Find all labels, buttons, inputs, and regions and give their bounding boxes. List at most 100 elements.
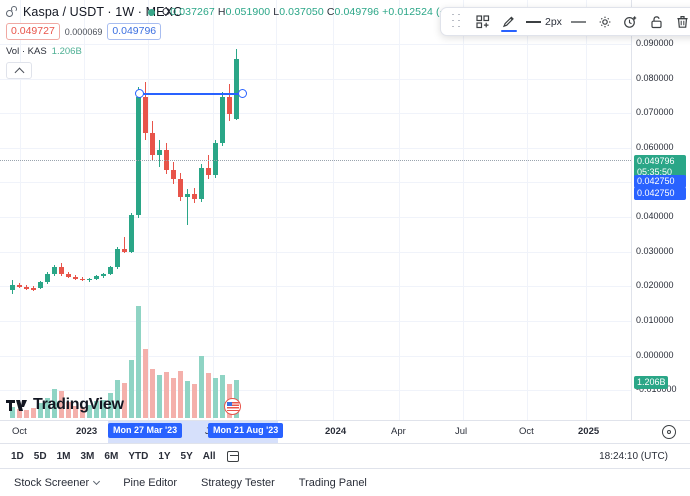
bottom-tab-trading-panel[interactable]: Trading Panel [299, 477, 367, 489]
time-axis-tick: 2025 [578, 426, 600, 437]
timeframe-button-5d[interactable]: 5D [33, 450, 47, 462]
volume-bar [73, 405, 78, 418]
candle-body [199, 168, 204, 200]
volume-bar [52, 388, 57, 418]
candle-body [157, 149, 162, 155]
price-pill-blue[interactable]: 0.049796 [107, 23, 162, 40]
trend-line-date-label-1: Mon 27 Mar '23 [108, 423, 183, 438]
volume-bar [178, 370, 183, 418]
tradingview-wordmark: TradingView [33, 396, 124, 413]
volume-bar [192, 384, 197, 418]
trendline-price-tag-2: 0.042750 [634, 187, 686, 200]
reset-chart-icon[interactable] [662, 425, 676, 439]
ohlc-h-value: 0.051900 [225, 6, 271, 18]
line-style-icon[interactable] [567, 10, 591, 33]
symbol-title[interactable]: Kaspa / USDT · 1W · MEXC [23, 5, 183, 19]
time-axis-tick: Apr [391, 426, 406, 437]
timeframe-button-5y[interactable]: 5Y [180, 450, 193, 462]
price-axis-tick: 0.080000 [636, 73, 674, 83]
volume-bar [129, 359, 134, 418]
add-template-icon[interactable] [471, 10, 495, 33]
trend-line-drawing[interactable] [140, 92, 242, 95]
candle-body [192, 194, 197, 200]
ohlc-h-key: H [217, 6, 226, 18]
timeframe-button-1y[interactable]: 1Y [158, 450, 171, 462]
volume-bar [150, 368, 155, 418]
candle-body [122, 249, 127, 252]
candle-wick [124, 237, 125, 254]
trend-line-date-label-2: Mon 21 Aug '23 [208, 423, 284, 438]
candle-body [206, 168, 211, 176]
volume-bar [136, 306, 141, 418]
line-width-button[interactable]: 2px [523, 10, 565, 33]
timeframe-button-1m[interactable]: 1M [56, 450, 71, 462]
bottom-tab-label: Trading Panel [298, 476, 367, 489]
chart-legend: Kaspa / USDT · 1W · MEXC 0.049727 0.0000… [6, 4, 182, 79]
volume-bar [164, 372, 169, 418]
trendline-price-tag-1: 0.042750 [634, 175, 686, 188]
volume-bar [157, 375, 162, 418]
volume-bar [143, 348, 148, 418]
candle-body [101, 273, 106, 276]
candle-body [227, 96, 232, 114]
series-status-dot [148, 8, 155, 16]
unlock-icon[interactable] [645, 10, 669, 33]
gridline-horizontal [0, 252, 631, 253]
timeframe-button-1d[interactable]: 1D [11, 450, 24, 462]
candle-body [94, 275, 99, 279]
volume-bar [213, 377, 218, 418]
time-axis-tick: Jul [455, 426, 468, 437]
collapse-legend-button[interactable] [6, 62, 32, 79]
tradingview-logo-icon [6, 399, 27, 411]
price-pill-red[interactable]: 0.049727 [6, 23, 60, 40]
candle-body [171, 170, 176, 179]
volume-bar [66, 402, 71, 418]
candle-body [108, 267, 113, 274]
price-axis[interactable]: 0.0900000.0800000.0700000.0600000.050000… [631, 0, 690, 420]
volume-bar [24, 410, 29, 418]
price-axis-tick: 0.060000 [636, 142, 674, 152]
gridline-horizontal [0, 217, 631, 218]
chevron-up-icon [14, 67, 24, 77]
ohlc-values: O0.037267 H0.051900 L0.037050 C0.049796 … [162, 6, 486, 18]
ohlc-o-value: 0.037267 [170, 6, 215, 18]
candle-body [185, 194, 190, 198]
drag-grip-icon[interactable] [445, 10, 469, 33]
chart-canvas[interactable]: TradingView [0, 0, 631, 420]
pencil-color-icon[interactable] [497, 10, 521, 33]
gear-icon[interactable] [593, 10, 617, 33]
gridline-horizontal [0, 356, 631, 357]
volume-bar [31, 407, 36, 418]
candle-body [80, 278, 85, 281]
vertical-scrollbar[interactable] [681, 437, 689, 463]
price-delta-value: 0.000069 [64, 26, 103, 37]
price-axis-tick: 0.030000 [636, 246, 674, 256]
last-price-line [0, 160, 631, 161]
volume-legend-label: Vol · KAS [6, 45, 47, 57]
bottom-tab-strategy-tester[interactable]: Strategy Tester [201, 477, 275, 489]
gridline-vertical [84, 0, 85, 420]
trash-icon[interactable] [671, 10, 690, 33]
us-economic-event-badge[interactable] [224, 398, 241, 415]
timeframe-button-3m[interactable]: 3M [80, 450, 95, 462]
time-axis[interactable]: Oct2023AprJulOct2024AprJulOct2025 Mon 27… [0, 420, 690, 444]
timeframe-button-6m[interactable]: 6M [104, 450, 119, 462]
ohlc-c-key: C [326, 6, 335, 18]
volume-legend-row[interactable]: Vol · KAS 1.206B [6, 44, 182, 58]
timeframe-button-ytd[interactable]: YTD [128, 450, 149, 462]
drawing-toolbar[interactable]: 2px [440, 7, 690, 36]
candle-body [45, 273, 50, 282]
symbol-row[interactable]: Kaspa / USDT · 1W · MEXC [6, 4, 182, 20]
add-alert-icon[interactable] [619, 10, 643, 33]
volume-bar [185, 381, 190, 418]
gridline-vertical [399, 0, 400, 420]
goto-date-icon[interactable] [226, 449, 242, 463]
gridline-horizontal [0, 148, 631, 149]
trend-line-handle-left[interactable] [135, 88, 144, 98]
trend-line-handle-right[interactable] [238, 88, 247, 98]
timeframe-button-all[interactable]: All [202, 450, 216, 462]
clock-display[interactable]: 18:24:10 (UTC) [599, 450, 668, 462]
bottom-tab-stock-screener[interactable]: Stock Screener [14, 477, 101, 489]
bottom-tab-pine-editor[interactable]: Pine Editor [123, 477, 177, 489]
candle-body [178, 178, 183, 198]
